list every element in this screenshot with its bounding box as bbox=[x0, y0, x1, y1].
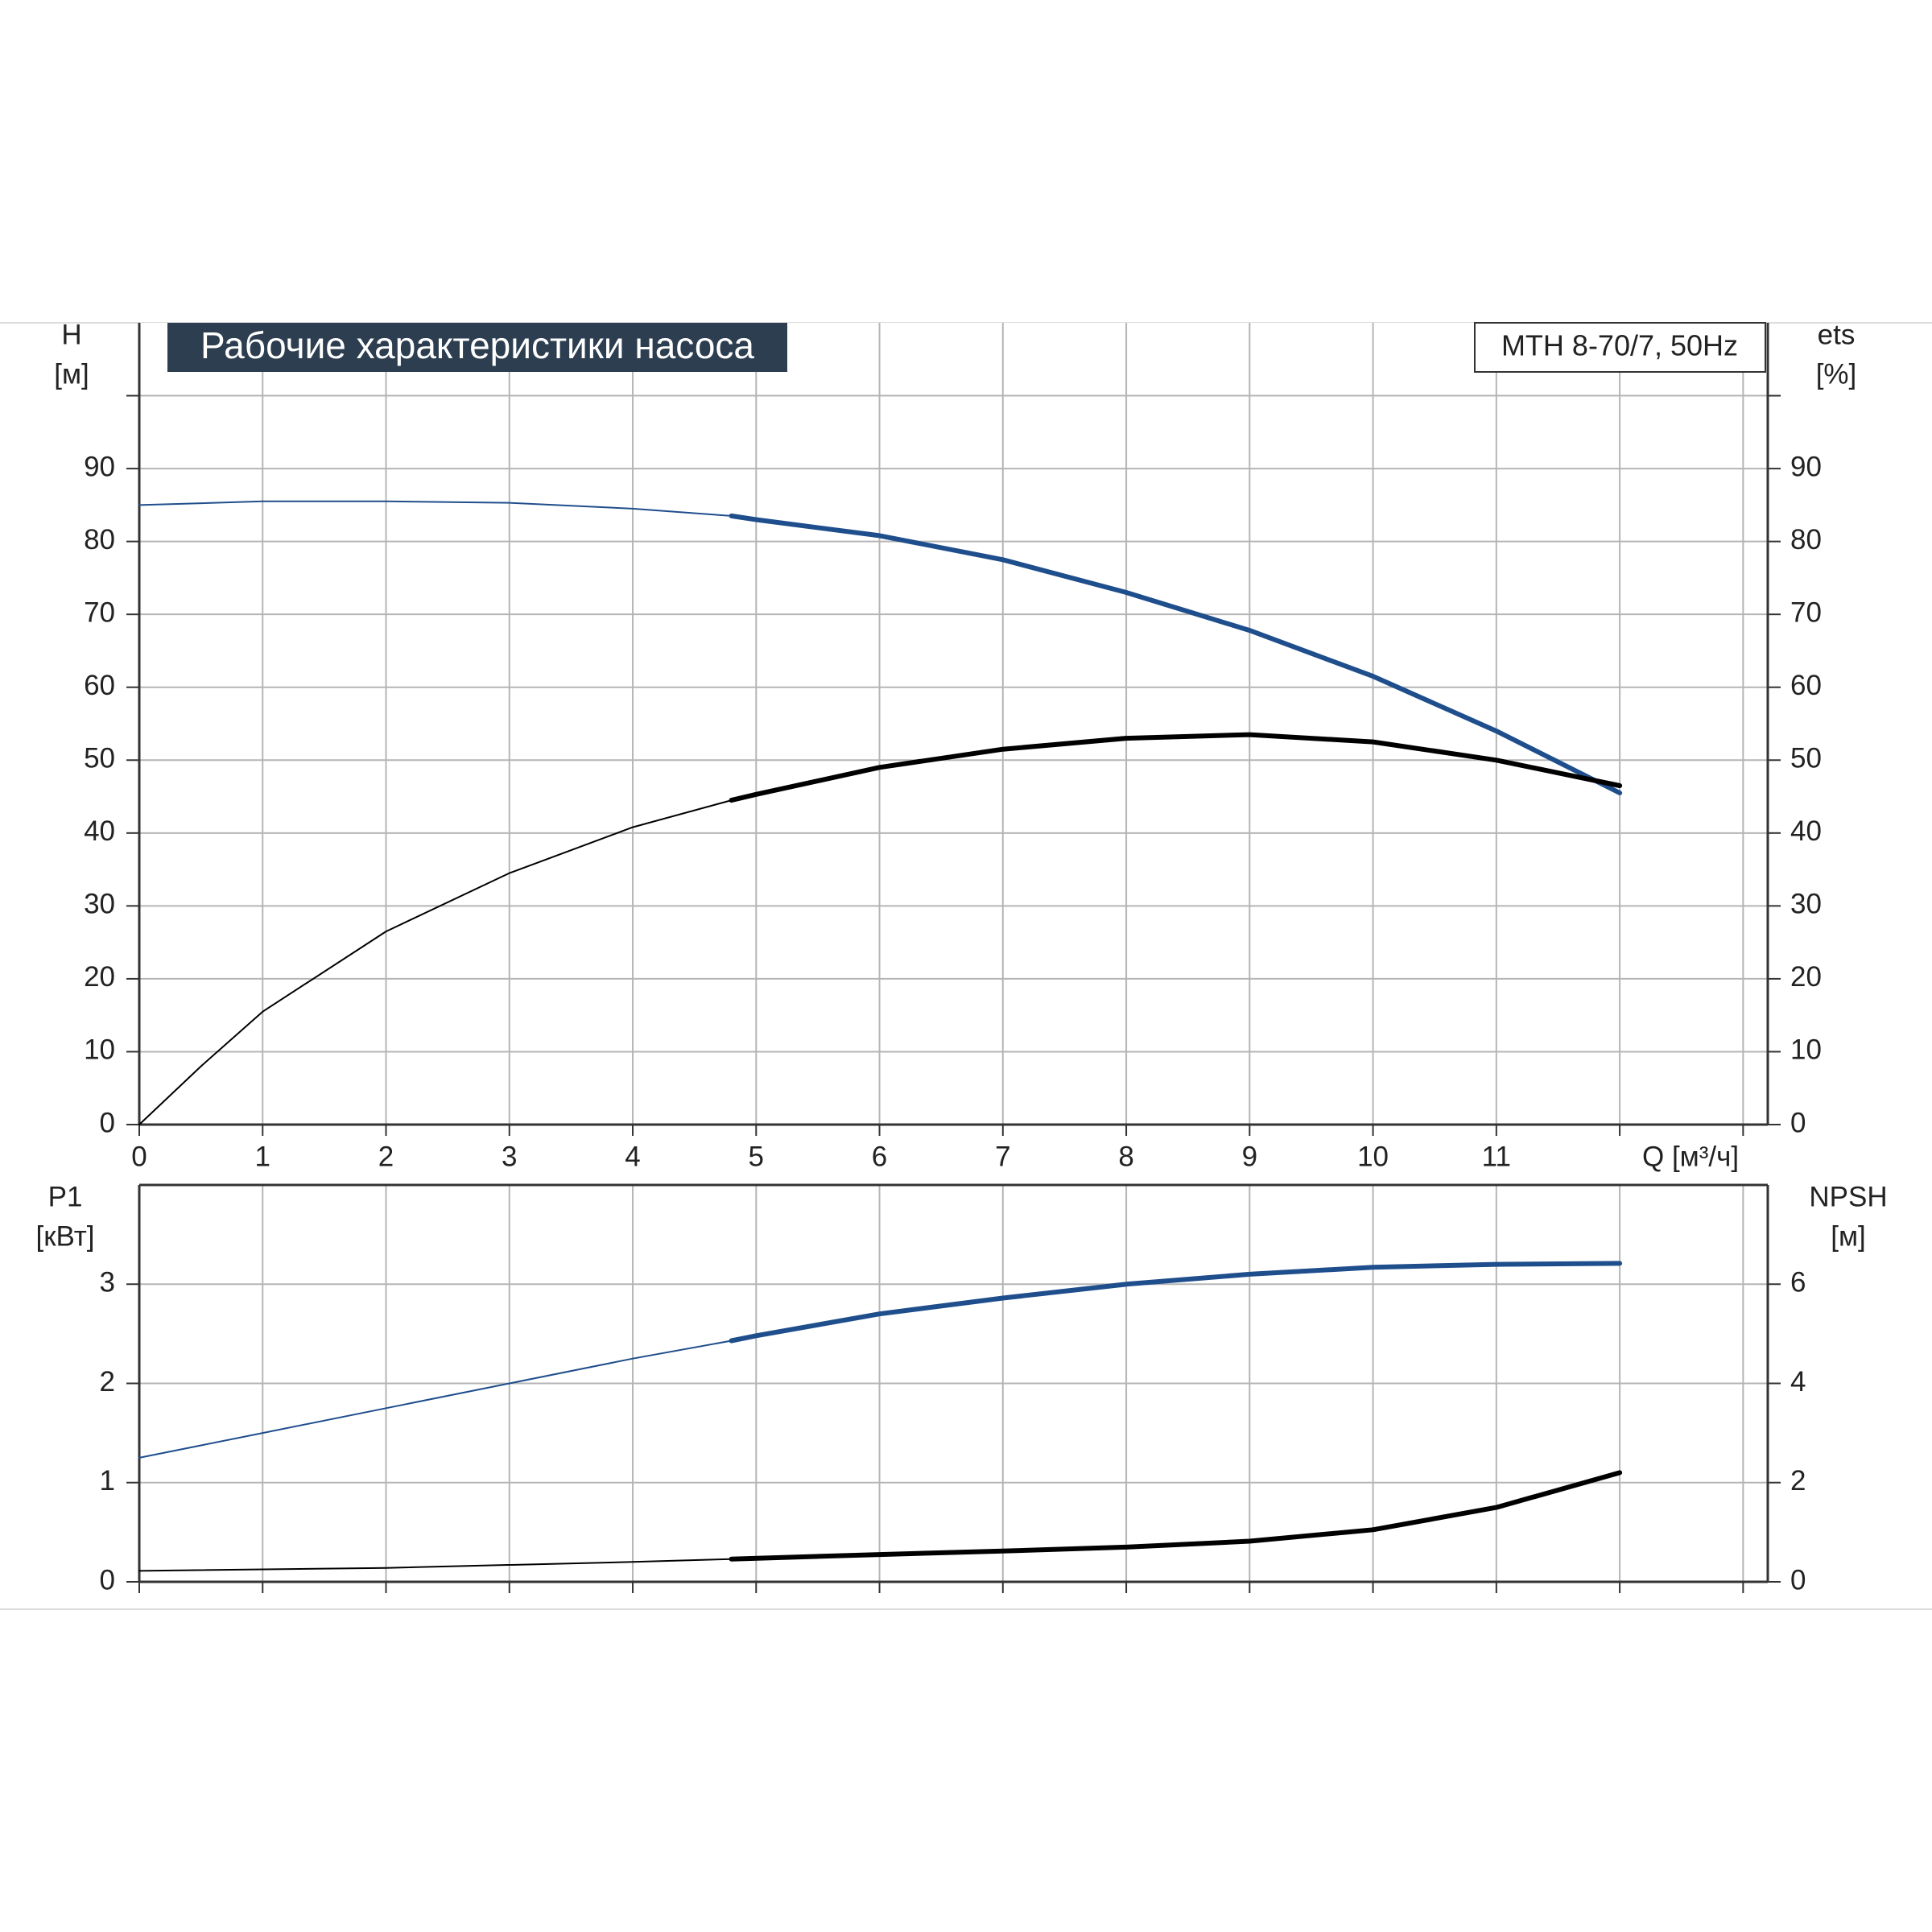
y2-tick-label: 50 bbox=[1790, 743, 1822, 774]
y2-tick-label: 10 bbox=[1790, 1034, 1822, 1066]
series-line bbox=[729, 1470, 1623, 1562]
series-line bbox=[729, 513, 1623, 795]
x-tick-label: 3 bbox=[502, 1141, 517, 1172]
y2-tick-label: 6 bbox=[1790, 1267, 1806, 1298]
y-tick-label: 40 bbox=[84, 815, 115, 847]
series-line bbox=[729, 732, 1623, 803]
y-tick-label: 90 bbox=[84, 451, 115, 482]
y2-axis-unit: [%] bbox=[1816, 358, 1857, 390]
y2-tick-label: 20 bbox=[1790, 961, 1822, 993]
y-tick-label: 20 bbox=[84, 961, 115, 993]
series-line bbox=[138, 1558, 733, 1572]
y-tick-label: 0 bbox=[100, 1107, 115, 1138]
y2-tick-label: 0 bbox=[1790, 1107, 1806, 1138]
x-tick-label: 6 bbox=[872, 1141, 887, 1172]
model-box bbox=[1474, 322, 1766, 373]
y-axis-unit: [кВт] bbox=[36, 1220, 95, 1252]
y-tick-label: 80 bbox=[84, 524, 115, 555]
x-tick-label: 10 bbox=[1357, 1141, 1389, 1172]
x-tick-label: 8 bbox=[1118, 1141, 1133, 1172]
x-tick-label: 4 bbox=[625, 1141, 640, 1172]
y2-axis-label: NPSH bbox=[1809, 1181, 1887, 1212]
model-label: MTH 8-70/7, 50Hz bbox=[1501, 329, 1738, 362]
y-axis-label: H bbox=[61, 319, 81, 350]
x-tick-label: 1 bbox=[255, 1141, 270, 1172]
x-tick-label: 5 bbox=[749, 1141, 764, 1172]
x-tick-label: 7 bbox=[995, 1141, 1010, 1172]
y-axis-unit: [м] bbox=[54, 358, 89, 390]
y2-tick-label: 0 bbox=[1790, 1564, 1806, 1596]
y-tick-label: 2 bbox=[100, 1366, 115, 1397]
y2-tick-label: 40 bbox=[1790, 815, 1822, 847]
y2-tick-label: 80 bbox=[1790, 524, 1822, 555]
y2-tick-label: 70 bbox=[1790, 597, 1822, 628]
y-tick-label: 70 bbox=[84, 597, 115, 628]
y2-axis-unit: [м] bbox=[1831, 1220, 1866, 1252]
y2-axis-label: ets bbox=[1818, 319, 1856, 350]
y-tick-label: 30 bbox=[84, 889, 115, 920]
plot-area bbox=[139, 323, 1768, 1125]
series-line bbox=[138, 500, 733, 517]
y-tick-label: 1 bbox=[100, 1465, 115, 1496]
title-box bbox=[167, 323, 787, 372]
y-axis-label: P1 bbox=[48, 1181, 83, 1212]
series-line bbox=[138, 799, 733, 1125]
x-tick-label: 9 bbox=[1242, 1141, 1257, 1172]
chart-title: Рабочие характеристики насоса bbox=[200, 324, 754, 366]
y2-tick-label: 90 bbox=[1790, 451, 1822, 482]
y-tick-label: 3 bbox=[100, 1267, 115, 1298]
y2-tick-label: 30 bbox=[1790, 889, 1822, 920]
y2-tick-label: 60 bbox=[1790, 670, 1822, 701]
x-tick-label: 2 bbox=[378, 1141, 394, 1172]
series-line bbox=[729, 1261, 1623, 1344]
y2-tick-label: 2 bbox=[1790, 1465, 1806, 1496]
x-tick-label: 11 bbox=[1482, 1141, 1511, 1172]
y-tick-label: 60 bbox=[84, 670, 115, 701]
y-tick-label: 50 bbox=[84, 743, 115, 774]
y2-tick-label: 4 bbox=[1790, 1366, 1806, 1397]
y-tick-label: 0 bbox=[100, 1564, 115, 1596]
x-tick-label: 0 bbox=[131, 1141, 147, 1172]
y-tick-label: 10 bbox=[84, 1034, 115, 1066]
x-axis-label: Q [м³/ч] bbox=[1642, 1141, 1739, 1172]
series-line bbox=[138, 1340, 733, 1459]
